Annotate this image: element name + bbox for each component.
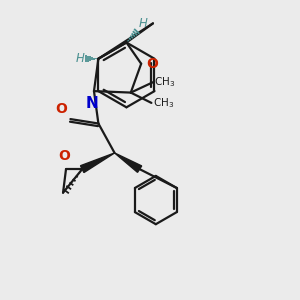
Text: O: O [58, 149, 70, 163]
Text: CH$_3$: CH$_3$ [153, 96, 174, 110]
Text: CH$_3$: CH$_3$ [154, 75, 176, 89]
Text: H: H [76, 52, 85, 65]
Text: H: H [138, 17, 147, 30]
Polygon shape [115, 153, 142, 172]
Text: O: O [146, 57, 158, 71]
Text: O: O [56, 101, 68, 116]
Polygon shape [80, 153, 115, 172]
Text: N: N [85, 96, 98, 111]
